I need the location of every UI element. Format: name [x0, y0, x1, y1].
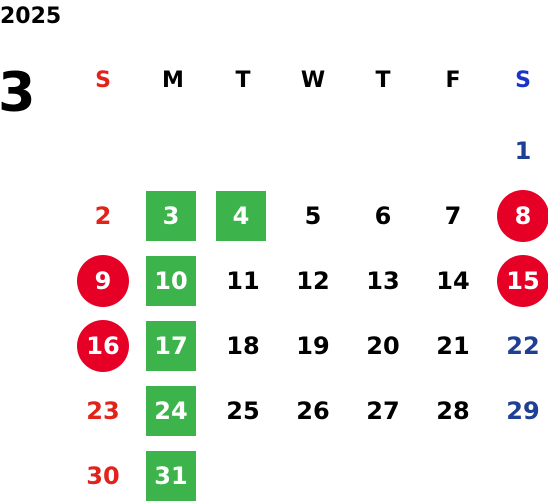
day-number: 23 [86, 397, 119, 425]
day-number: 29 [506, 397, 539, 425]
year: 2025 [0, 4, 61, 29]
holiday-square [146, 321, 196, 371]
day-number: 18 [226, 332, 259, 360]
day-number: 3 [163, 202, 180, 230]
holiday-square [146, 451, 196, 501]
day-number: 15 [506, 267, 539, 295]
day-number: 2 [95, 202, 112, 230]
day-number: 13 [366, 267, 399, 295]
day-number: 25 [226, 397, 259, 425]
day-number: 22 [506, 332, 539, 360]
day-number: 19 [296, 332, 329, 360]
holiday-square [216, 191, 266, 241]
day-number: 6 [375, 202, 392, 230]
holiday-circle [497, 190, 548, 242]
day-number: 16 [86, 332, 119, 360]
month: 3 [0, 61, 36, 124]
holiday-square [146, 386, 196, 436]
day-number: 26 [296, 397, 329, 425]
day-number: 8 [515, 202, 532, 230]
day-number: 9 [95, 267, 112, 295]
day-number: 24 [154, 397, 187, 425]
day-number: 7 [445, 202, 462, 230]
weekday-label: S [515, 68, 531, 93]
day-number: 21 [436, 332, 469, 360]
holiday-square [146, 256, 196, 306]
weekday-label: S [95, 68, 111, 93]
day-number: 1 [515, 137, 532, 165]
weekday-label: M [162, 68, 184, 93]
day-number: 11 [226, 267, 259, 295]
day-number: 5 [305, 202, 322, 230]
day-number: 17 [154, 332, 187, 360]
day-number: 4 [233, 202, 250, 230]
holiday-circle [77, 255, 129, 307]
weekday-label: T [375, 68, 390, 93]
day-number: 10 [154, 267, 187, 295]
holiday-square [146, 191, 196, 241]
day-number: 30 [86, 462, 119, 490]
day-number: 27 [366, 397, 399, 425]
weekday-label: W [301, 68, 325, 93]
day-number: 31 [154, 462, 187, 490]
holiday-circle [497, 255, 548, 307]
day-number: 20 [366, 332, 399, 360]
day-number: 14 [436, 267, 469, 295]
holiday-circle [77, 320, 129, 372]
weekday-label: F [445, 68, 460, 93]
weekday-label: T [235, 68, 250, 93]
day-number: 28 [436, 397, 469, 425]
day-number: 12 [296, 267, 329, 295]
